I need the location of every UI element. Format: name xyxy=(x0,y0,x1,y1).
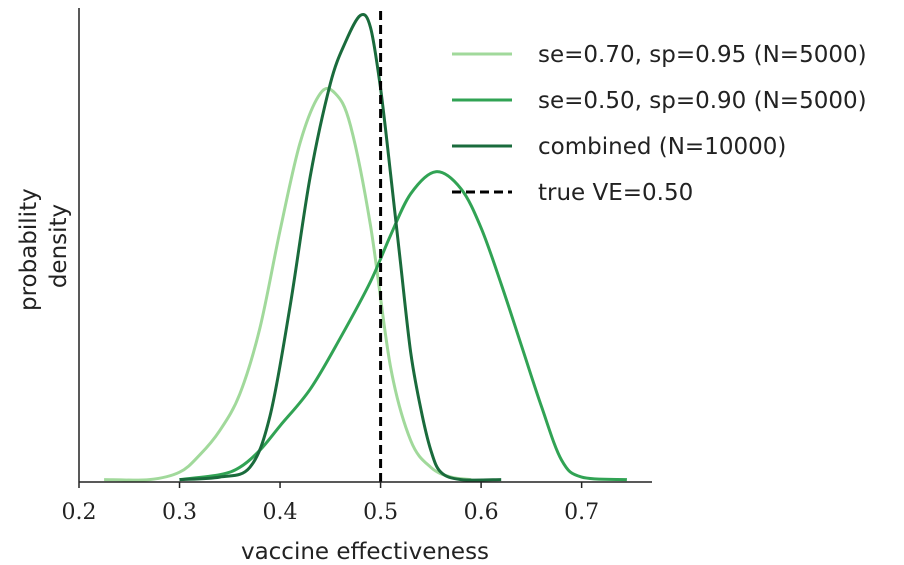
x-tick-label: 0.2 xyxy=(62,500,97,525)
legend-label-combined-n-10000: combined (N=10000) xyxy=(538,134,786,160)
x-tick-label: 0.7 xyxy=(564,500,599,525)
legend-label-se-0-70-sp-0-95-n-5000: se=0.70, sp=0.95 (N=5000) xyxy=(538,42,867,68)
y-axis-label-line-1: probability xyxy=(16,188,42,311)
x-tick-label: 0.5 xyxy=(363,500,398,525)
legend-label-true-ve-0-50: true VE=0.50 xyxy=(538,180,693,206)
y-axis-label: probability density xyxy=(16,181,72,311)
x-tick-label: 0.3 xyxy=(162,500,197,525)
series-line-combined-n-10000 xyxy=(179,12,502,482)
chart-legend: se=0.70, sp=0.95 (N=5000) se=0.50, sp=0.9… xyxy=(452,42,867,206)
chart-axes xyxy=(78,8,652,483)
legend-label-se-0-50-sp-0-90-n-5000: se=0.50, sp=0.90 (N=5000) xyxy=(538,88,867,114)
x-axis-label: vaccine effectiveness xyxy=(241,539,489,565)
plot-curves xyxy=(104,8,627,482)
y-axis-label-line-2: density xyxy=(46,204,72,288)
series-line-se-0-50-sp-0-90-n-5000 xyxy=(179,170,627,482)
x-tick-label: 0.6 xyxy=(464,500,499,525)
x-ticks: 0.2 0.3 0.4 0.5 0.6 0.7 xyxy=(62,482,599,525)
series-line-se-0-70-sp-0-95-n-5000 xyxy=(104,86,472,482)
x-tick-label: 0.4 xyxy=(263,500,298,525)
